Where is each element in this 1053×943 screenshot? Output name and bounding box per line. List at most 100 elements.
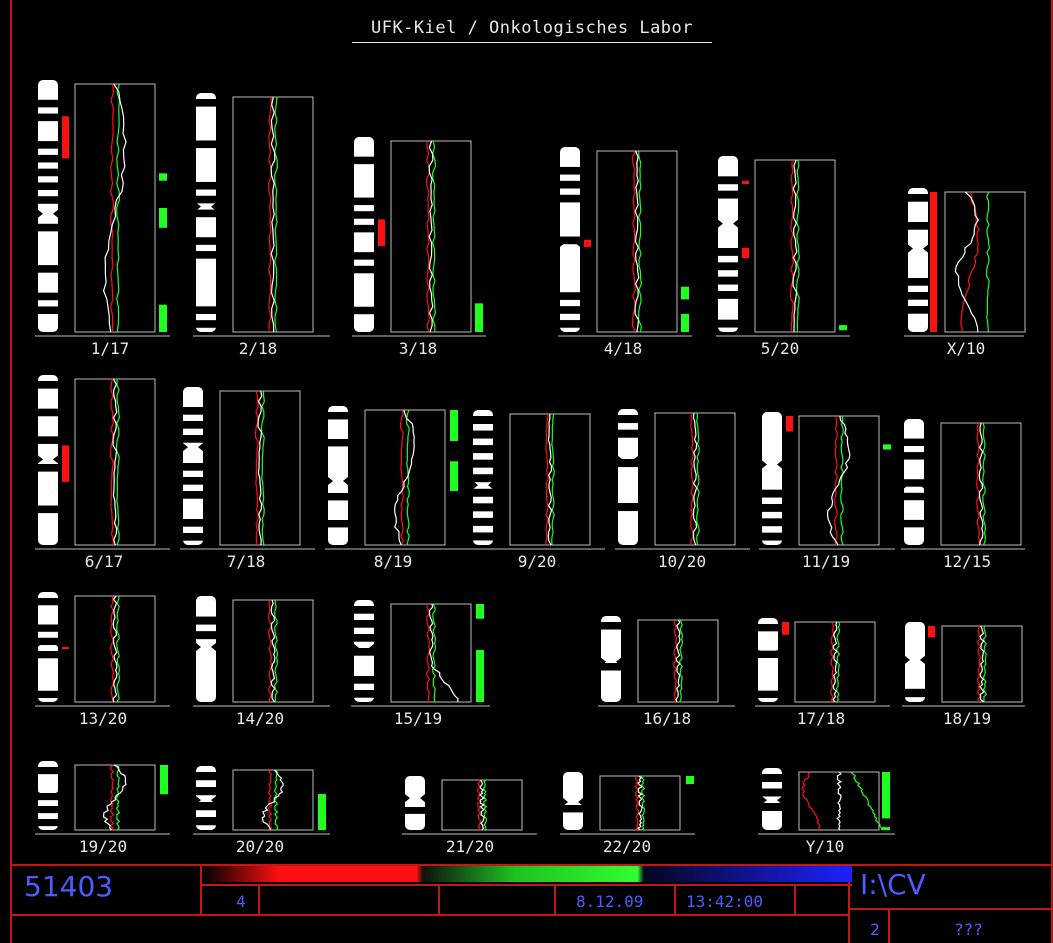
ideogram bbox=[328, 406, 348, 545]
ideogram bbox=[758, 618, 778, 702]
ideogram bbox=[196, 93, 216, 332]
profile-box bbox=[798, 415, 880, 546]
loss-bar bbox=[476, 650, 484, 702]
chromosome-panel: Y/10 bbox=[758, 768, 895, 856]
chromosome-label: 21/20 bbox=[446, 837, 494, 856]
chromosome-label: 14/20 bbox=[236, 709, 284, 728]
ideogram bbox=[905, 622, 925, 702]
profile-box bbox=[654, 412, 736, 546]
chromosome-panel: 3/18 bbox=[352, 137, 486, 358]
loss-bar bbox=[475, 303, 483, 332]
ideogram bbox=[38, 592, 58, 702]
profile-box bbox=[940, 422, 1022, 546]
chromosome-panel: 1/17 bbox=[35, 80, 170, 358]
page-title: UFK-Kiel / Onkologisches Labor bbox=[370, 18, 694, 38]
chromosome-panel: 22/20 bbox=[560, 772, 695, 856]
profile-box bbox=[74, 83, 156, 333]
chromosome-panel: 2/18 bbox=[193, 93, 330, 358]
page-number: 2 bbox=[870, 920, 880, 939]
ideogram bbox=[38, 375, 58, 545]
gain-bar bbox=[786, 416, 793, 432]
chromosome-panel: 12/15 bbox=[901, 419, 1025, 571]
chromosome-label: 7/18 bbox=[227, 552, 266, 571]
title-underline bbox=[352, 42, 712, 43]
loss-bar bbox=[318, 794, 326, 830]
ideogram bbox=[618, 409, 638, 545]
ideogram bbox=[38, 761, 58, 830]
chromosome-panel: 11/19 bbox=[759, 412, 895, 571]
loss-bar bbox=[882, 827, 890, 831]
loss-bar bbox=[160, 765, 168, 795]
gain-bar bbox=[928, 626, 935, 638]
unknown-field: ??? bbox=[954, 920, 983, 939]
chromosome-label: 11/19 bbox=[802, 552, 850, 571]
ideogram bbox=[473, 410, 493, 545]
loss-bar bbox=[450, 410, 458, 442]
chromosome-label: Y/10 bbox=[806, 837, 845, 856]
ideogram bbox=[762, 768, 782, 830]
profile-box bbox=[637, 619, 719, 703]
profile-box bbox=[941, 625, 1023, 703]
date-value: 8.12.09 bbox=[576, 892, 644, 911]
profile-box bbox=[364, 409, 446, 546]
gain-bar bbox=[62, 116, 69, 159]
ideogram bbox=[563, 772, 583, 830]
ideogram bbox=[183, 387, 203, 545]
gain-bar bbox=[742, 247, 749, 259]
gain-bar bbox=[62, 445, 69, 482]
chromosome-panel: 17/18 bbox=[755, 618, 890, 728]
profile-box bbox=[74, 595, 156, 703]
chromosome-label: 3/18 bbox=[399, 339, 438, 358]
chromosome-label: 16/18 bbox=[643, 709, 691, 728]
loss-bar bbox=[476, 604, 484, 619]
chromosome-label: 1/17 bbox=[91, 339, 130, 358]
ideogram bbox=[354, 137, 374, 332]
chromosome-panel: 19/20 bbox=[35, 761, 170, 856]
gain-bar bbox=[584, 239, 591, 247]
loss-bar bbox=[450, 461, 458, 491]
chromosome-label: 20/20 bbox=[236, 837, 284, 856]
ideogram bbox=[38, 80, 58, 332]
karyogram: 1/17 2/18 3/18 4/18 5/20 X/10 6/17 7/18 8/19 9/20… bbox=[35, 80, 1026, 856]
window-frame bbox=[10, 0, 1053, 943]
ideogram bbox=[718, 156, 738, 332]
chromosome-panel: X/10 bbox=[904, 188, 1026, 358]
chromosome-panel: 7/18 bbox=[180, 387, 315, 571]
chromosome-panel: 21/20 bbox=[402, 776, 537, 856]
chromosome-label: 22/20 bbox=[603, 837, 651, 856]
status-bar: 51403 4 8.12.09 13:42:00 I:\CV 2 ??? bbox=[10, 864, 1053, 943]
color-scale-bar bbox=[202, 866, 852, 882]
case-id: 51403 bbox=[24, 870, 114, 903]
profile-box bbox=[232, 599, 314, 703]
chromosome-panel: 9/20 bbox=[470, 410, 605, 571]
profile-box bbox=[232, 769, 314, 831]
loss-bar bbox=[159, 208, 167, 228]
loss-bar bbox=[159, 173, 167, 181]
chromosome-label: 2/18 bbox=[239, 339, 278, 358]
chromosome-label: 13/20 bbox=[79, 709, 127, 728]
gain-bar bbox=[930, 192, 937, 332]
chromosome-label: 4/18 bbox=[604, 339, 643, 358]
profile-box bbox=[390, 603, 472, 703]
chromosome-label: 10/20 bbox=[658, 552, 706, 571]
loss-bar bbox=[839, 325, 847, 331]
chromosome-panel: 18/19 bbox=[902, 622, 1025, 728]
chromosome-panel: 16/18 bbox=[598, 616, 735, 728]
ideogram bbox=[908, 188, 928, 332]
chromosome-panel: 5/20 bbox=[716, 156, 850, 358]
ideogram bbox=[601, 616, 621, 702]
chromosome-panel: 13/20 bbox=[35, 592, 170, 728]
chromosome-label: 15/19 bbox=[394, 709, 442, 728]
chromosome-panel: 10/20 bbox=[615, 409, 750, 571]
ideogram bbox=[354, 600, 374, 702]
profile-box bbox=[219, 390, 301, 546]
ideogram bbox=[560, 147, 580, 332]
loss-bar bbox=[681, 313, 689, 332]
chromosome-panel: 15/19 bbox=[351, 600, 490, 728]
drive-path: I:\CV bbox=[860, 868, 926, 901]
gain-bar bbox=[782, 622, 789, 635]
chromosome-panel: 20/20 bbox=[193, 766, 330, 856]
gain-bar bbox=[62, 646, 69, 649]
count-value: 4 bbox=[236, 892, 246, 911]
loss-bar bbox=[681, 286, 689, 300]
